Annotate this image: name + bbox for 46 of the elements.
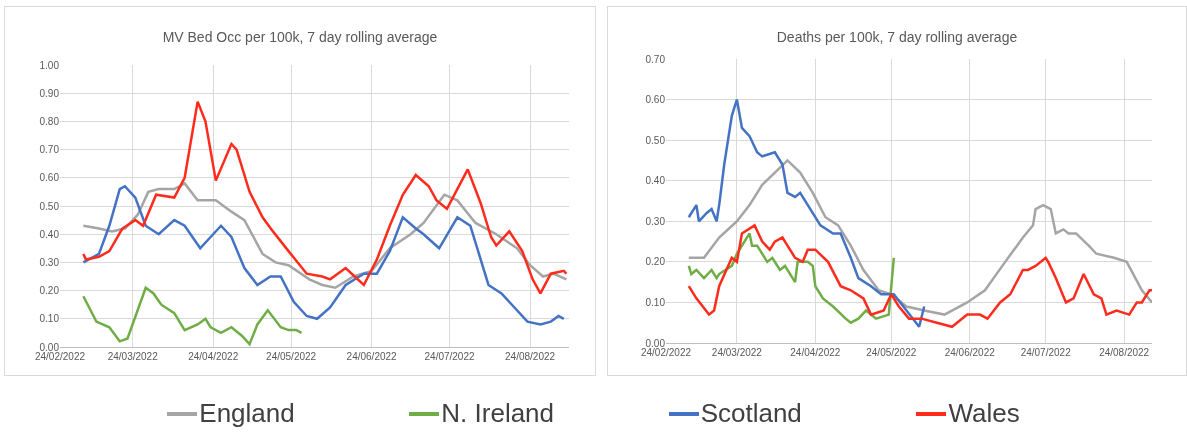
x-tick-label: 24/02/2022 [34,351,86,362]
line-series [82,100,568,295]
y-tick-label: 0.10 [645,296,666,308]
line-series [82,185,566,326]
y-tick-label: 0.70 [39,144,60,156]
y-tick-label: 0.10 [39,313,60,325]
legend-label: N. Ireland [441,398,555,429]
x-tick-label: 24/08/2022 [1099,347,1150,358]
line-series [82,286,303,346]
y-tick-label: 0.30 [39,256,60,268]
y-tick-label: 0.30 [645,215,666,227]
y-tick-label: 0.40 [39,228,60,240]
x-tick-label: 24/05/2022 [266,351,317,362]
y-tick-label: 0.70 [645,53,666,65]
legend-label: Wales [948,398,1020,429]
x-tick-label: 24/08/2022 [505,351,556,362]
x-tick-label: 24/05/2022 [866,347,917,358]
y-tick-label: 1.00 [39,59,60,71]
y-tick-label: 0.50 [645,134,666,146]
y-tick-label: 0.20 [39,285,60,297]
line-series [687,224,1152,329]
x-tick-label: 24/07/2022 [1020,347,1072,358]
x-tick-label: 24/03/2022 [107,351,159,362]
y-tick-label: 0.60 [39,172,60,184]
x-tick-label: 24/04/2022 [790,347,841,358]
line-series [687,232,896,324]
line-series [687,159,1152,316]
x-tick-label: 24/06/2022 [944,347,996,358]
y-tick-label: 0.90 [39,87,60,99]
y-tick-label: 0.20 [645,256,666,268]
y-tick-label: 0.00 [39,341,60,353]
y-tick-label: 0.00 [645,337,666,349]
x-tick-label: 24/02/2022 [640,347,692,358]
line-series [687,98,926,329]
y-tick-label: 0.60 [645,94,666,106]
y-tick-label: 0.50 [39,200,60,212]
x-tick-label: 24/07/2022 [424,351,475,362]
legend-label: Scotland [700,398,802,429]
x-tick-label: 24/04/2022 [188,351,239,362]
legend-label: England [199,398,295,429]
x-tick-label: 24/03/2022 [711,347,763,358]
y-tick-label: 0.40 [645,175,666,187]
chart-title: Deaths per 100k, 7 day rolling average [776,28,1018,45]
y-tick-label: 0.80 [39,115,60,127]
chart-title: MV Bed Occ per 100k, 7 day rolling average [162,28,438,45]
x-tick-label: 24/06/2022 [346,351,398,362]
